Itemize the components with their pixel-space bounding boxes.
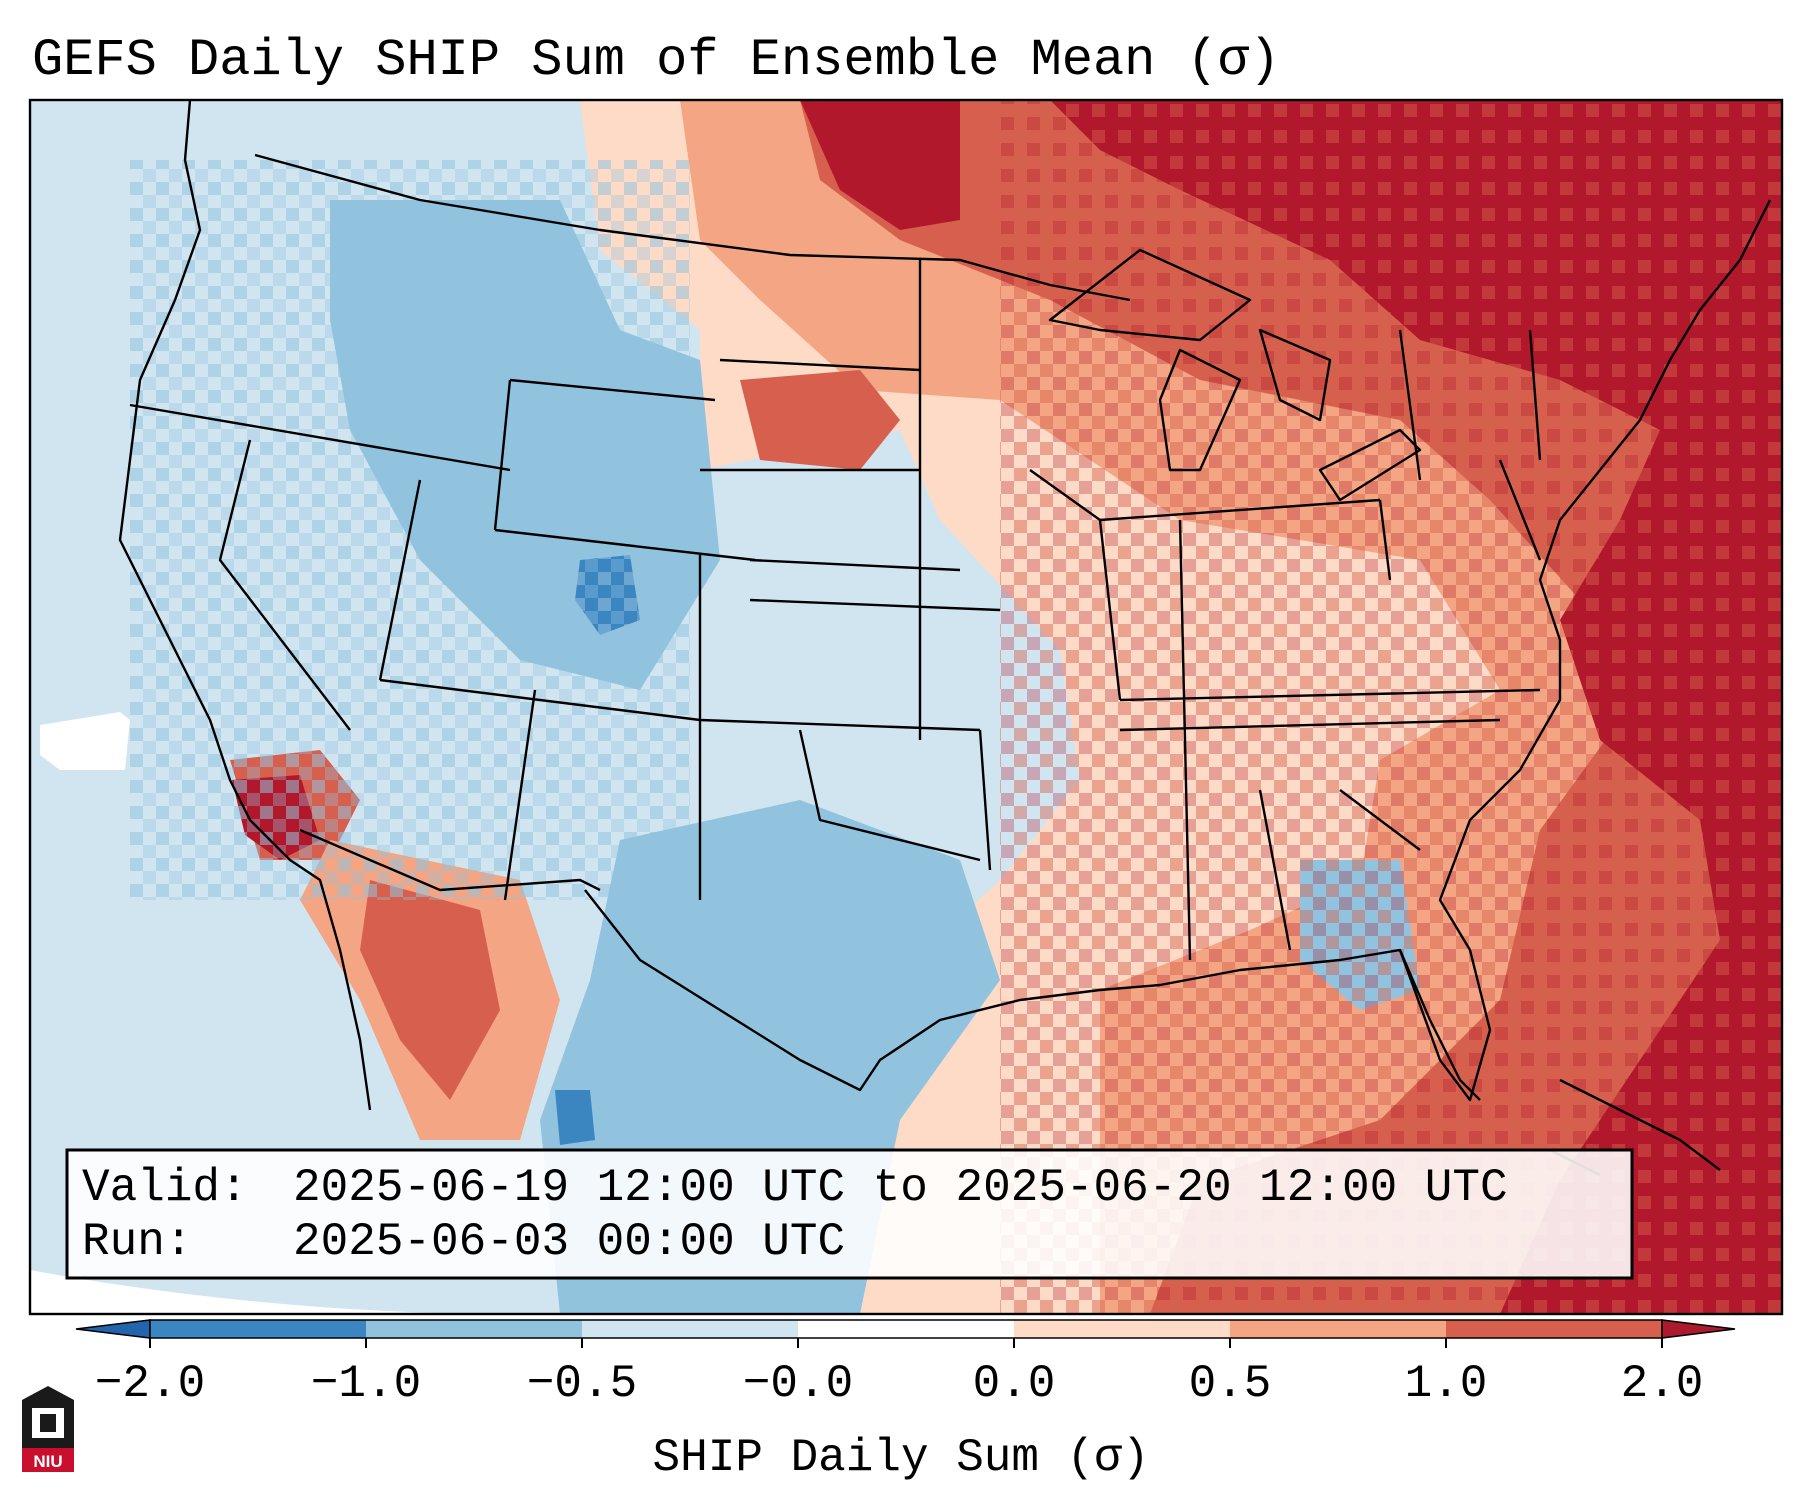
colorbar-ticks: −2.0 −1.0 −0.5 −0.0 0.0 0.5 1.0 2.0 [95,1338,1704,1410]
colorbar-tick-label: 2.0 [1621,1358,1704,1410]
colorbar-tick-label: −1.0 [311,1358,421,1410]
niu-logo-building-window [40,1414,56,1432]
anomaly-region-plains-high [740,370,900,470]
colorbar-tick-label: −2.0 [95,1358,205,1410]
run-value: 2025-06-03 00:00 UTC [293,1216,845,1268]
colorbar-segment [1230,1320,1447,1338]
colorbar-segment [582,1320,799,1338]
colorbar-tick-label: 0.5 [1189,1358,1272,1410]
valid-value: 2025-06-19 12:00 UTC to 2025-06-20 12:00… [293,1162,1508,1214]
colorbar-tick-label: 0.0 [973,1358,1056,1410]
missing-data-patch [40,712,130,770]
anomaly-region-north-strong [800,100,960,230]
florida-peninsula [1398,949,1481,1101]
map-frame [28,98,1784,1316]
colorbar-segment [366,1320,583,1338]
map-panel [30,100,1782,1314]
colorbar-segment [798,1320,1015,1338]
colorbar-tick-label: −0.5 [527,1358,637,1410]
colorbar-outline [149,1319,1663,1339]
colorbar-tick-label: 1.0 [1405,1358,1488,1410]
niu-logo-band [22,1448,74,1472]
colorbar-extend-min [75,1319,151,1339]
niu-logo-text: NIU [33,1452,62,1471]
colorbar-segment [1014,1320,1231,1338]
colorbar-segment [1446,1320,1663,1338]
colorbar-tick-label: −0.0 [743,1358,853,1410]
anomaly-region-mexico-strong [555,1090,595,1145]
colorbar: −2.0 −1.0 −0.5 −0.0 0.0 0.5 1.0 2.0 SHIP Daily … [75,1319,1736,1484]
border-mexico-us [299,828,601,892]
texture-east [1000,100,1782,1314]
colorbar-segment [150,1320,367,1338]
great-lakes [1048,248,1422,502]
state-lines-east [1099,329,1542,961]
valid-label: Valid: [82,1162,248,1214]
colorbar-label: SHIP Daily Sum (σ) [653,1432,1150,1484]
anomaly-region-mexico-high [360,880,500,1100]
colorbar-segments [150,1320,1663,1338]
out-of-domain [30,1270,600,1314]
coastline-west [118,100,372,1111]
coastline-east [1438,199,1772,951]
info-box: Valid: 2025-06-19 12:00 UTC to 2025-06-2… [65,1148,1634,1280]
colorbar-extend-max [1661,1319,1736,1339]
chart-title: GEFS Daily SHIP Sum of Ensemble Mean (σ) [32,31,1280,90]
boundaries [118,100,1772,1177]
border-canada-us [254,153,1131,302]
info-box-background [65,1148,1634,1280]
coastline-gulf [584,889,1492,1102]
niu-logo: NIU [22,1386,74,1472]
run-label: Run: [82,1216,192,1268]
state-lines-west [129,378,756,901]
